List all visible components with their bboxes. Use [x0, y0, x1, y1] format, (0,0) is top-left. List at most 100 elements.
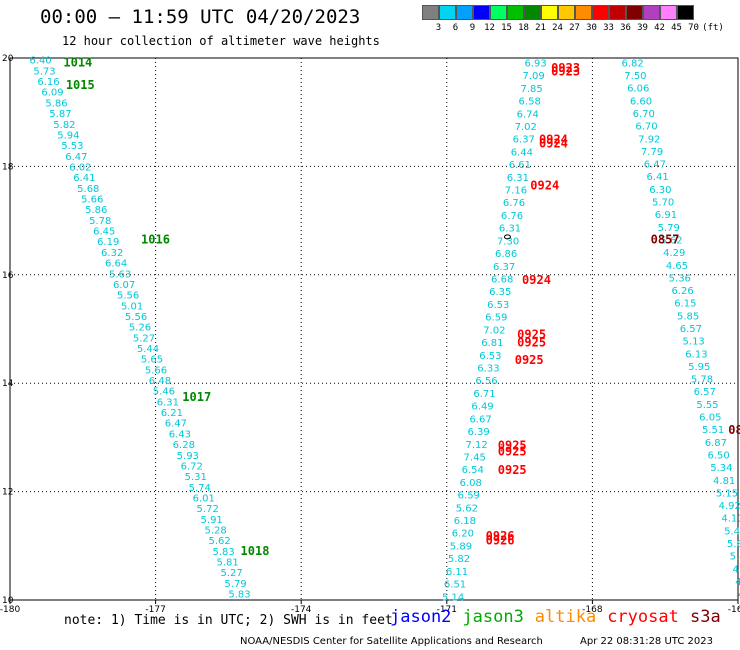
legend-label: 45	[671, 23, 682, 33]
legend-label: 24	[552, 23, 563, 33]
wave-height-value: 6.72	[181, 461, 203, 472]
wave-height-value: 5.79	[224, 579, 246, 590]
legend-label: 3	[435, 23, 442, 33]
wave-height-value: 7.02	[515, 122, 537, 133]
wave-height-value: 6.32	[101, 248, 123, 259]
footer-note: note: 1) Time is in UTC; 2) SWH is in fe…	[64, 613, 393, 628]
wave-height-value: 6.57	[694, 387, 716, 398]
credit-text: NOAA/NESDIS Center for Satellite Applica…	[240, 636, 543, 647]
lat-tick-label: 20	[2, 54, 14, 64]
wave-height-value: 6.30	[649, 185, 671, 196]
wave-height-value: 5.62	[456, 503, 478, 514]
pass-time-label: 0925	[517, 336, 546, 350]
pass-time-label: 0926	[486, 529, 515, 543]
pass-time-label: 0924	[539, 137, 568, 151]
wave-height-value: 5.56	[117, 291, 139, 302]
wave-height-value: 6.18	[454, 516, 476, 527]
wave-height-value: 6.49	[471, 402, 493, 413]
wave-height-value: 7.12	[466, 440, 488, 451]
legend-label: 36	[620, 23, 631, 33]
wave-height-value: 5.13	[683, 337, 705, 348]
wave-height-value: 6.71	[473, 389, 495, 400]
wave-height-value: 5.72	[197, 504, 219, 515]
lat-tick-label: 16	[2, 271, 14, 281]
wave-height-value: 5.53	[61, 141, 83, 152]
legend-unit: (ft)	[702, 23, 724, 33]
wave-height-value: 5.78	[691, 375, 713, 386]
wave-height-value: 6.47	[644, 160, 666, 171]
legend-swatch	[473, 5, 490, 20]
wave-height-value: 6.53	[479, 351, 501, 362]
lon-tick-label: -171	[437, 605, 457, 615]
wave-height-value: 5.01	[121, 301, 143, 312]
legend-swatch	[541, 5, 558, 20]
wave-height-value: 6.87	[705, 438, 727, 449]
wave-height-value: 6.21	[161, 408, 183, 419]
wave-height-value: 5.14	[442, 592, 464, 603]
wave-height-value: 5.66	[145, 365, 167, 376]
wave-height-value: 5.48	[730, 552, 740, 563]
legend-label: 33	[603, 23, 614, 33]
wave-height-value: 5.44	[137, 344, 159, 355]
wave-height-value: 6.70	[633, 109, 655, 120]
wave-height-value: 6.47	[65, 152, 87, 163]
map-title: 00:00 – 11:59 UTC 04/20/2023	[40, 6, 361, 28]
wave-height-value: 5.95	[688, 362, 710, 373]
wave-height-value: 7.30	[497, 236, 519, 247]
wave-height-value: 5.83	[212, 547, 234, 558]
lon-tick-label: -174	[291, 605, 312, 615]
legend-swatch	[626, 5, 643, 20]
wave-height-value: 6.31	[499, 224, 521, 235]
wave-height-value: 6.45	[93, 227, 115, 238]
legend-label: 21	[535, 23, 546, 33]
wave-height-value: 5.56	[125, 312, 147, 323]
wave-height-value: 6.41	[73, 173, 95, 184]
wave-height-value: 5.86	[45, 98, 67, 109]
wave-height-value: 6.37	[513, 135, 535, 146]
wave-height-value: 4.2	[735, 577, 740, 588]
legend-label: 15	[501, 23, 512, 33]
lat-tick-label: 12	[2, 488, 13, 498]
pass-time-label: 0924	[522, 273, 551, 287]
wave-height-value: 6.09	[41, 88, 63, 99]
wave-height-value: 6.58	[519, 97, 541, 108]
wave-height-value: 7.45	[464, 452, 486, 463]
wave-height-value: 6.39	[467, 427, 489, 438]
legend-swatch	[524, 5, 541, 20]
wave-height-value: 4.11	[721, 514, 740, 525]
wave-height-value: 5.62	[660, 235, 682, 246]
island-marker	[503, 234, 511, 240]
wave-height-value: 6.59	[458, 491, 480, 502]
wave-height-value: 5.82	[53, 120, 75, 131]
pass-time-label: 1015	[66, 78, 95, 92]
wave-height-value: 5.15	[716, 488, 738, 499]
map-subtitle: 12 hour collection of altimeter wave hei…	[62, 34, 380, 48]
pass-time-label: 0925	[498, 444, 527, 458]
wave-height-value: 6.19	[97, 237, 119, 248]
legend-swatch	[490, 5, 507, 20]
wave-height-value: 5.66	[81, 195, 103, 206]
wave-height-value: 6.91	[655, 210, 677, 221]
lon-tick-label: -180	[0, 605, 20, 615]
wave-height-value: 6.40	[29, 56, 51, 67]
wave-height-value: 6.76	[501, 211, 523, 222]
wave-height-value: 6.76	[503, 198, 525, 209]
wave-height-value: 6.43	[169, 429, 191, 440]
pass-time-label: 0925	[515, 353, 544, 367]
pass-time-label: 1017	[182, 390, 211, 404]
wave-height-value: 6.50	[707, 450, 729, 461]
wave-height-value: 6.41	[646, 172, 668, 183]
map-frame	[9, 57, 739, 601]
legend-swatch	[439, 5, 456, 20]
wave-height-value: 6.64	[105, 259, 127, 270]
legend-swatch	[507, 5, 524, 20]
wave-height-value: 5.86	[85, 205, 107, 216]
generated-timestamp: Apr 22 08:31:28 UTC 2023	[580, 636, 713, 647]
wave-height-value: 5.89	[450, 541, 472, 552]
legend-swatch	[677, 5, 694, 20]
legend-label: 18	[518, 23, 529, 33]
pass-time-label: 0924	[539, 132, 568, 146]
legend-swatch	[422, 5, 439, 20]
wave-height-value: 6.06	[627, 84, 649, 95]
